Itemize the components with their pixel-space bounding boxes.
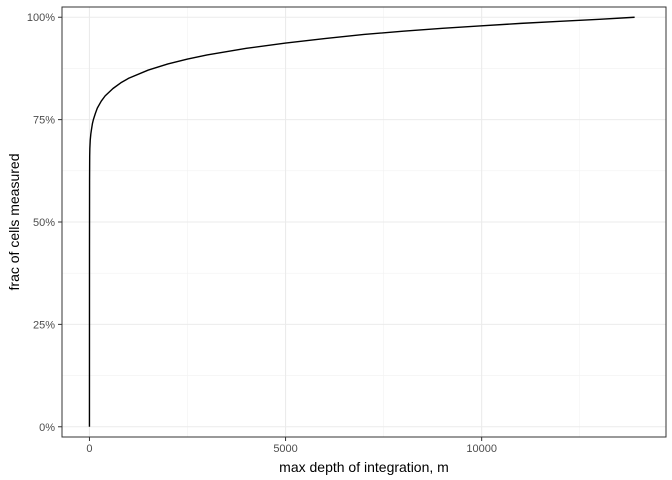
y-axis: 0% 25% 50% 75% 100% (27, 12, 62, 434)
y-tick-label: 50% (33, 217, 55, 229)
series-line (88, 16, 635, 427)
y-axis-title: frac of cells measured (6, 154, 22, 291)
x-tick-label: 10000 (466, 443, 497, 455)
y-tick-label: 0% (39, 422, 55, 434)
x-axis-title: max depth of integration, m (279, 459, 449, 475)
grid-major (62, 7, 666, 437)
x-axis: 0 5000 10000 (86, 437, 497, 455)
x-tick-label: 0 (86, 443, 92, 455)
y-tick-label: 100% (27, 12, 55, 24)
y-tick-label: 75% (33, 115, 55, 127)
y-tick-label: 25% (33, 319, 55, 331)
x-tick-label: 5000 (273, 443, 297, 455)
series-layer (88, 16, 635, 427)
